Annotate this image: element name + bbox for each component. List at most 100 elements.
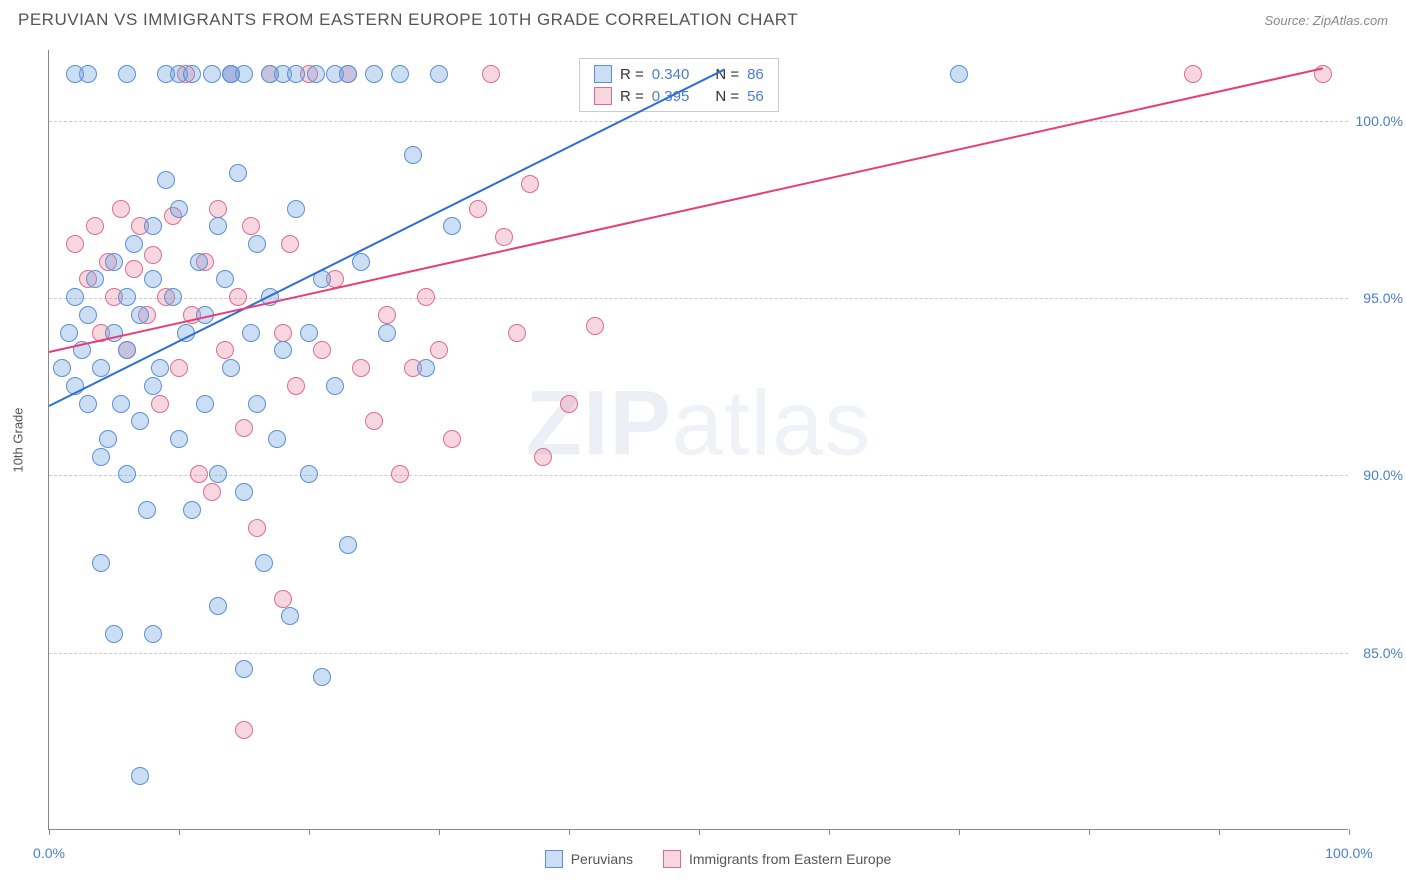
point-series1 bbox=[99, 430, 117, 448]
point-series2 bbox=[216, 341, 234, 359]
point-series1 bbox=[66, 65, 84, 83]
point-series1 bbox=[307, 65, 325, 83]
point-series1 bbox=[229, 164, 247, 182]
point-series1 bbox=[287, 200, 305, 218]
point-series2 bbox=[430, 341, 448, 359]
stats-row-1: R = 0.340 N = 86 bbox=[594, 63, 764, 85]
point-series2 bbox=[235, 419, 253, 437]
point-series2 bbox=[287, 377, 305, 395]
point-series1 bbox=[281, 607, 299, 625]
point-series1 bbox=[339, 536, 357, 554]
point-series2 bbox=[86, 217, 104, 235]
x-tick bbox=[309, 829, 310, 835]
point-series1 bbox=[144, 625, 162, 643]
point-series1 bbox=[339, 65, 357, 83]
legend-swatch-1 bbox=[545, 850, 563, 868]
legend-label-2: Immigrants from Eastern Europe bbox=[689, 851, 891, 867]
point-series1 bbox=[404, 146, 422, 164]
point-series1 bbox=[248, 235, 266, 253]
point-series2 bbox=[125, 260, 143, 278]
point-series1 bbox=[203, 65, 221, 83]
point-series2 bbox=[248, 519, 266, 537]
point-series1 bbox=[209, 597, 227, 615]
point-series1 bbox=[430, 65, 448, 83]
chart-area: 10th Grade ZIPatlas R = 0.340 N = 86 R =… bbox=[48, 50, 1388, 830]
point-series1 bbox=[131, 767, 149, 785]
stats-row-2: R = 0.395 N = 56 bbox=[594, 85, 764, 107]
gridline-h bbox=[49, 121, 1348, 122]
point-series1 bbox=[300, 465, 318, 483]
point-series1 bbox=[222, 359, 240, 377]
point-series2 bbox=[112, 200, 130, 218]
point-series1 bbox=[157, 171, 175, 189]
point-series2 bbox=[229, 288, 247, 306]
watermark: ZIPatlas bbox=[526, 371, 871, 476]
point-series1 bbox=[92, 448, 110, 466]
x-tick bbox=[569, 829, 570, 835]
x-tick bbox=[49, 829, 50, 835]
point-series2 bbox=[391, 465, 409, 483]
point-series2 bbox=[378, 306, 396, 324]
point-series2 bbox=[443, 430, 461, 448]
point-series1 bbox=[151, 359, 169, 377]
chart-title: PERUVIAN VS IMMIGRANTS FROM EASTERN EURO… bbox=[18, 10, 798, 30]
point-series1 bbox=[378, 324, 396, 342]
point-series1 bbox=[118, 465, 136, 483]
point-series2 bbox=[495, 228, 513, 246]
point-series2 bbox=[274, 590, 292, 608]
y-axis-label: 10th Grade bbox=[11, 407, 26, 472]
point-series1 bbox=[118, 288, 136, 306]
point-series1 bbox=[365, 65, 383, 83]
point-series2 bbox=[209, 200, 227, 218]
x-tick bbox=[1219, 829, 1220, 835]
swatch-series1 bbox=[594, 65, 612, 83]
point-series1 bbox=[216, 270, 234, 288]
point-series2 bbox=[170, 359, 188, 377]
point-series2 bbox=[274, 324, 292, 342]
x-tick bbox=[179, 829, 180, 835]
point-series1 bbox=[118, 341, 136, 359]
point-series1 bbox=[53, 359, 71, 377]
point-series1 bbox=[274, 341, 292, 359]
point-series1 bbox=[183, 501, 201, 519]
y-tick-label: 90.0% bbox=[1363, 467, 1403, 483]
y-tick-label: 85.0% bbox=[1363, 645, 1403, 661]
point-series1 bbox=[118, 65, 136, 83]
point-series1 bbox=[287, 65, 305, 83]
x-tick bbox=[1349, 829, 1350, 835]
point-series2 bbox=[242, 217, 260, 235]
point-series1 bbox=[443, 217, 461, 235]
point-series1 bbox=[138, 501, 156, 519]
point-series1 bbox=[300, 324, 318, 342]
point-series1 bbox=[131, 412, 149, 430]
point-series1 bbox=[391, 65, 409, 83]
point-series1 bbox=[209, 217, 227, 235]
point-series2 bbox=[560, 395, 578, 413]
point-series1 bbox=[209, 465, 227, 483]
y-tick-label: 100.0% bbox=[1356, 113, 1403, 129]
point-series2 bbox=[482, 65, 500, 83]
point-series1 bbox=[112, 395, 130, 413]
legend-label-1: Peruvians bbox=[571, 851, 633, 867]
x-tick bbox=[439, 829, 440, 835]
x-tick bbox=[829, 829, 830, 835]
legend-item-2: Immigrants from Eastern Europe bbox=[663, 850, 891, 868]
point-series1 bbox=[66, 288, 84, 306]
point-series1 bbox=[255, 554, 273, 572]
point-series2 bbox=[190, 465, 208, 483]
point-series1 bbox=[222, 65, 240, 83]
point-series2 bbox=[151, 395, 169, 413]
point-series2 bbox=[352, 359, 370, 377]
point-series1 bbox=[248, 395, 266, 413]
point-series1 bbox=[60, 324, 78, 342]
legend-item-1: Peruvians bbox=[545, 850, 633, 868]
point-series1 bbox=[105, 625, 123, 643]
x-tick bbox=[959, 829, 960, 835]
point-series1 bbox=[242, 324, 260, 342]
x-tick bbox=[1089, 829, 1090, 835]
gridline-h bbox=[49, 475, 1348, 476]
legend-swatch-2 bbox=[663, 850, 681, 868]
point-series1 bbox=[79, 306, 97, 324]
point-series1 bbox=[144, 270, 162, 288]
point-series1 bbox=[235, 483, 253, 501]
